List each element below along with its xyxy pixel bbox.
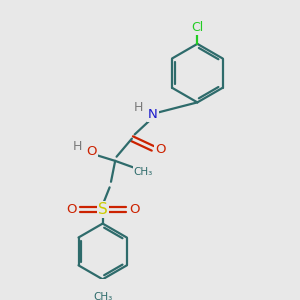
Text: O: O [129, 203, 140, 216]
Text: N: N [148, 108, 158, 122]
Text: Cl: Cl [191, 21, 203, 34]
Text: O: O [67, 203, 77, 216]
Text: O: O [86, 145, 97, 158]
Text: O: O [155, 143, 166, 156]
Text: CH₃: CH₃ [93, 292, 112, 300]
Text: S: S [98, 202, 107, 217]
Text: H: H [73, 140, 82, 154]
Text: CH₃: CH₃ [134, 167, 153, 177]
Text: H: H [134, 101, 143, 115]
